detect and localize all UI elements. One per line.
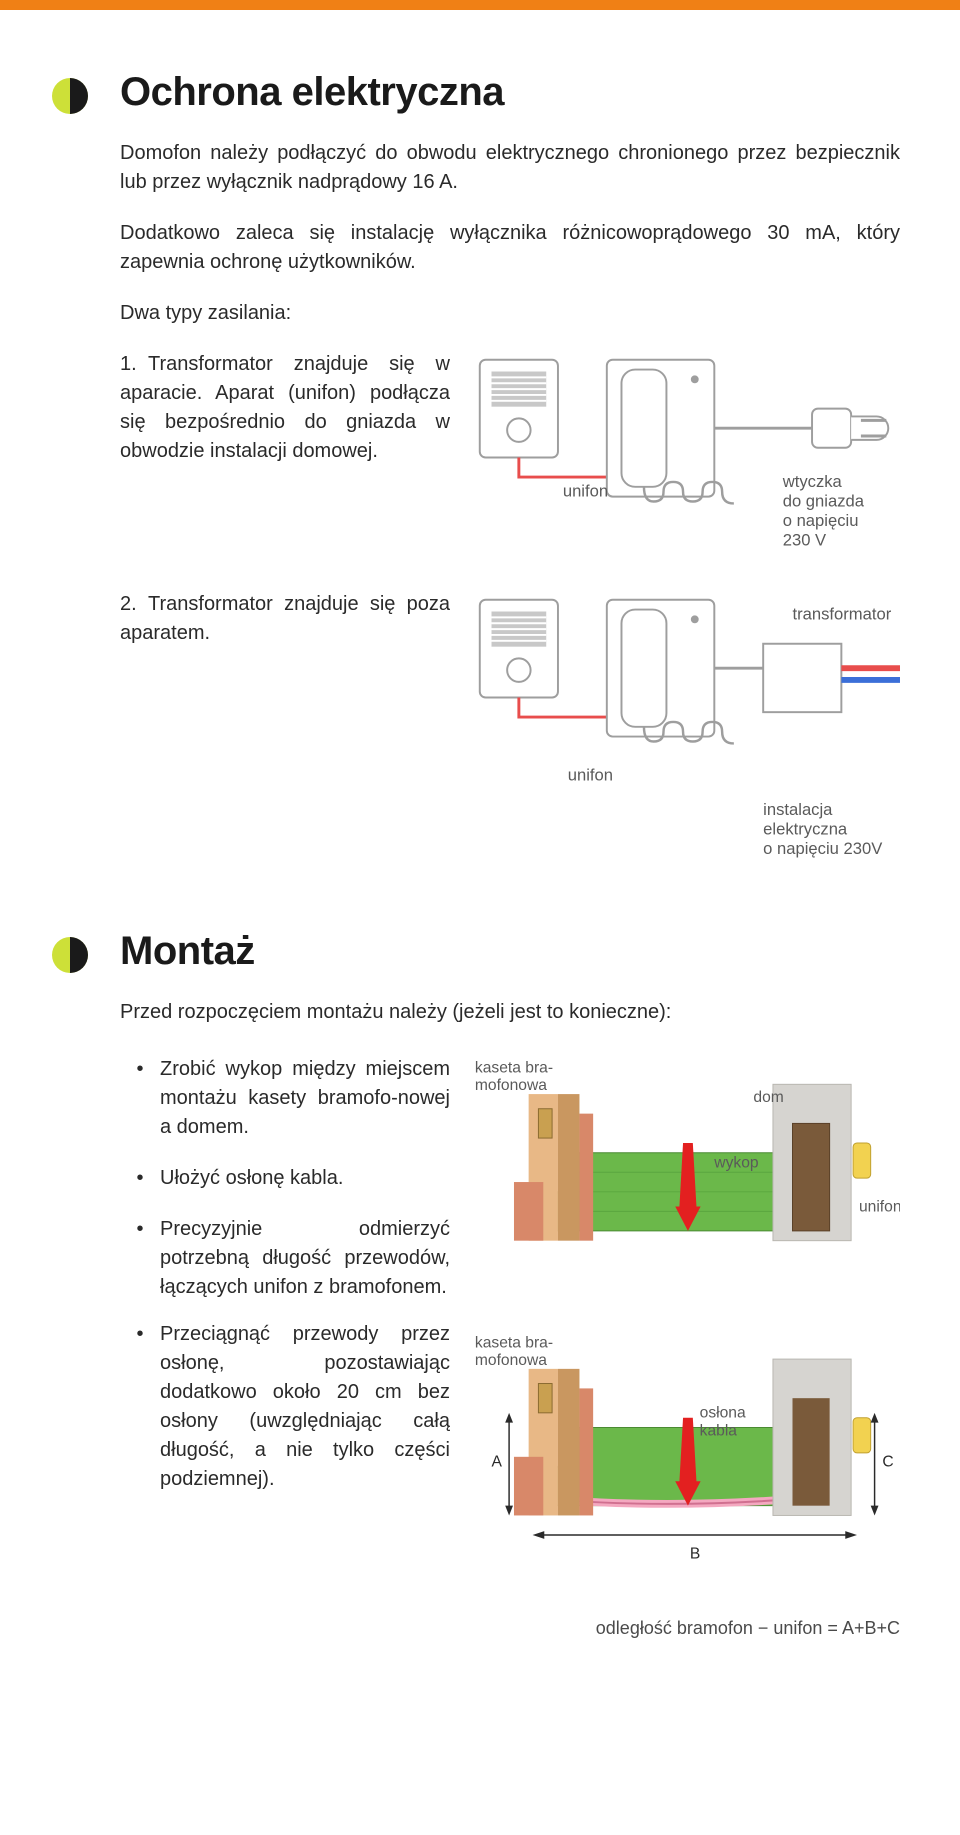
- svg-text:230 V: 230 V: [783, 530, 826, 549]
- svg-text:B: B: [690, 1545, 700, 1562]
- svg-text:o napięciu: o napięciu: [783, 511, 859, 530]
- svg-text:mofonowa: mofonowa: [475, 1077, 547, 1094]
- para-2: Dodatkowo zaleca się instalację wyłączni…: [120, 219, 900, 277]
- montaz-bullet-2: •Ułożyć osłonę kabla.: [120, 1164, 450, 1193]
- list-item-2: 2.Transformator znajduje się poza aparat…: [120, 590, 450, 648]
- section-montaz: Montaż Przed rozpoczęciem montażu należy…: [50, 929, 900, 1640]
- svg-text:elektryczna: elektryczna: [763, 819, 848, 838]
- svg-text:C: C: [882, 1453, 893, 1470]
- para-1: Domofon należy podłączyć do obwodu elekt…: [120, 139, 900, 197]
- figure-power-type-2: unifon transformator instalacja elektryc…: [470, 590, 900, 869]
- section-ochrona: Ochrona elektryczna Domofon należy podłą…: [50, 70, 900, 869]
- section-bullet-icon: [50, 935, 90, 975]
- label-unifon-1: unifon: [563, 482, 608, 501]
- figure-montaz-1: kaseta bra- mofonowa dom wykop unifon: [470, 1055, 900, 1285]
- list-item-1: 1.Transformator znajduje się w aparacie.…: [120, 350, 450, 466]
- svg-text:kabla: kabla: [700, 1422, 738, 1439]
- para-3: Dwa typy zasilania:: [120, 299, 900, 328]
- svg-text:kaseta bra-: kaseta bra-: [475, 1059, 553, 1076]
- svg-text:A: A: [492, 1453, 503, 1470]
- montaz-bullet-1: •Zrobić wykop między miejscem montażu ka…: [120, 1055, 450, 1142]
- svg-text:unifon: unifon: [568, 766, 613, 785]
- montaz-bullet-3: •Precyzyjnie odmierzyć potrzebną długość…: [120, 1215, 450, 1302]
- heading-montaz: Montaż: [120, 929, 900, 974]
- svg-text:unifon: unifon: [859, 1198, 900, 1215]
- svg-text:mofonowa: mofonowa: [475, 1352, 547, 1369]
- svg-text:osłona: osłona: [700, 1404, 746, 1421]
- svg-text:wykop: wykop: [713, 1154, 759, 1171]
- montaz-intro: Przed rozpoczęciem montażu należy (jeżel…: [120, 998, 900, 1027]
- svg-text:instalacja: instalacja: [763, 800, 833, 819]
- top-orange-bar: [0, 0, 960, 10]
- figure-montaz-2: A C B kaseta bra- mofonowa: [470, 1320, 900, 1589]
- svg-text:transformator: transformator: [792, 604, 891, 623]
- heading-ochrona: Ochrona elektryczna: [120, 70, 900, 115]
- section-bullet-icon: [50, 76, 90, 116]
- svg-text:do gniazda: do gniazda: [783, 491, 865, 510]
- page-content: Ochrona elektryczna Domofon należy podłą…: [0, 10, 960, 1759]
- figure-power-type-1: unifon wtyczka do gniazda o napięciu 230…: [470, 350, 900, 570]
- svg-text:dom: dom: [753, 1089, 783, 1106]
- montaz-bullet-4: •Przeciągnąć przewody przez osłonę, pozo…: [120, 1320, 450, 1494]
- svg-text:kaseta bra-: kaseta bra-: [475, 1334, 553, 1351]
- svg-text:o napięciu 230V: o napięciu 230V: [763, 839, 882, 858]
- distance-formula: odległość bramofon − unifon = A+B+C: [120, 1618, 900, 1639]
- svg-text:wtyczka: wtyczka: [782, 472, 843, 491]
